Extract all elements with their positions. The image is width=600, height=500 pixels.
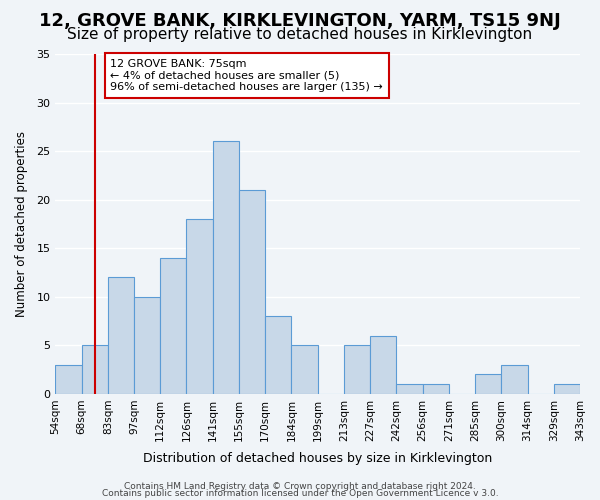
Bar [239, 190, 265, 394]
Bar [422, 384, 449, 394]
Text: Contains public sector information licensed under the Open Government Licence v : Contains public sector information licen… [101, 489, 499, 498]
Bar [160, 258, 187, 394]
Text: 12 GROVE BANK: 75sqm
← 4% of detached houses are smaller (5)
96% of semi-detache: 12 GROVE BANK: 75sqm ← 4% of detached ho… [110, 59, 383, 92]
Bar [108, 278, 134, 394]
Bar [501, 365, 527, 394]
Text: 12, GROVE BANK, KIRKLEVINGTON, YARM, TS15 9NJ: 12, GROVE BANK, KIRKLEVINGTON, YARM, TS1… [39, 12, 561, 30]
Bar [265, 316, 292, 394]
Bar [134, 297, 160, 394]
Bar [344, 346, 370, 394]
Y-axis label: Number of detached properties: Number of detached properties [15, 131, 28, 317]
Text: Size of property relative to detached houses in Kirklevington: Size of property relative to detached ho… [67, 28, 533, 42]
Bar [475, 374, 501, 394]
Bar [370, 336, 397, 394]
Bar [55, 365, 82, 394]
Bar [82, 346, 108, 394]
Bar [397, 384, 422, 394]
Text: Contains HM Land Registry data © Crown copyright and database right 2024.: Contains HM Land Registry data © Crown c… [124, 482, 476, 491]
Bar [292, 346, 317, 394]
Bar [213, 142, 239, 394]
X-axis label: Distribution of detached houses by size in Kirklevington: Distribution of detached houses by size … [143, 452, 492, 465]
Bar [554, 384, 580, 394]
Bar [187, 219, 213, 394]
